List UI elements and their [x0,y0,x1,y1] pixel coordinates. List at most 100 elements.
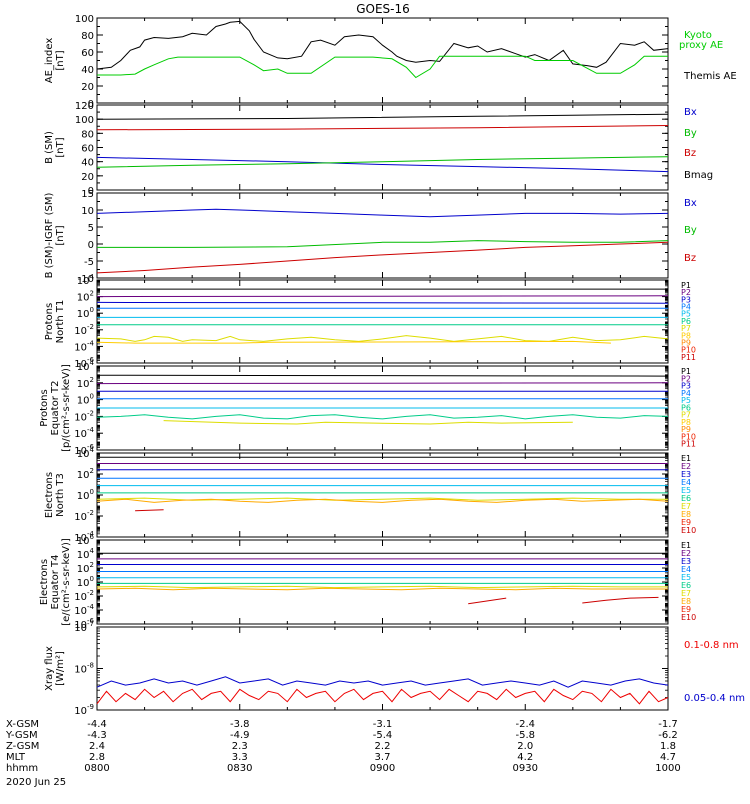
y-tick-label: 10-8 [74,662,94,676]
y-tick-label: 80 [81,129,94,140]
series-e9 [135,509,164,512]
ephemeris-row-label: hhmm [6,763,38,774]
y-axis-label: B (SM)-IGRF (SM) [44,193,55,279]
legend-entry: P11 [681,440,696,449]
legend-entry: E3 [681,557,691,566]
legend-entry: P9 [681,338,691,347]
y-tick-label: 100 [75,14,94,25]
y-axis-label: AE_index [44,38,55,84]
chart-title: GOES-16 [356,2,410,16]
legend-entry: P3 [681,295,691,304]
y-axis-label: Equator T4 [50,555,61,610]
ephemeris-row-label: Y-GSM [5,730,38,741]
x-tick-label: 0900 [370,763,395,774]
y-tick-label: 20 [81,172,94,183]
panel-frame [96,539,669,625]
legend-entry: E7 [681,502,691,511]
y-tick-label: 10-6 [74,356,94,370]
panel-et3: 10-4 10-2 100 102 104 Electrons North T3 E1E2E3… [44,446,696,544]
legend-entry: P1 [681,367,691,376]
legend-entry: E10 [681,613,696,622]
legend-entry: P5 [681,310,691,319]
y-tick-label: -5 [84,257,94,268]
y-axis-label: Electrons [44,472,55,518]
series-e8 [96,587,668,591]
series-by [97,240,669,248]
series-e9 [468,597,507,605]
legend-entry: P2 [681,288,691,297]
y-axis-label: Xray flux [44,646,55,691]
panel-frame [96,626,669,711]
series-p1 [96,374,669,377]
series-bmag [96,113,669,120]
y-axis-label: [e/(cm²-s-sr-keV)] [61,538,72,626]
date-label: 2020 Jun 25 [6,777,66,788]
y-tick-label: 102 [77,561,94,575]
y-tick-label: 60 [81,144,94,155]
panel-bsm: 0 20 40 60 80 100 120 B (SM) [nT] Bx By Bz Bmag [44,101,713,197]
ephemeris-value: -4.4 [87,719,107,730]
ephemeris-value: 4.2 [517,752,533,763]
ephemeris-row-label: X-GSM [6,719,39,730]
series-0-05-0-4-nm [96,676,669,688]
legend-entry: P9 [681,425,691,434]
y-tick-label: 20 [81,82,94,93]
series-e7 [96,585,668,589]
x-tick-label: 0830 [227,763,252,774]
series-kyoto-proxy-ae [97,55,668,79]
legend-entry: E1 [681,541,691,550]
ephemeris-value: 2.2 [375,741,391,752]
legend-entry: E4 [681,478,691,487]
legend-entry: E1 [681,454,691,463]
ephemeris-value: -3.8 [230,719,250,730]
series-bz [96,125,669,131]
legend-entry: Kyoto [684,30,712,41]
legend-entry: E6 [681,581,691,590]
legend-entry: By [684,225,697,236]
ephemeris-value: 3.7 [375,752,391,763]
y-tick-label: 10-6 [74,617,94,631]
ephemeris-value: -2.4 [515,719,535,730]
legend-entry: P5 [681,396,691,405]
ephemeris-value: 3.3 [232,752,248,763]
y-tick-label: 10 [81,206,94,217]
ephemeris-value: 2.8 [89,752,105,763]
panel-pt2: 10-6 10-4 10-2 100 102 104 Protons Equator T2 [p… [39,359,696,457]
ephemeris-value: -1.7 [658,719,678,730]
ephemeris-value: 2.3 [232,741,248,752]
legend-entry: P10 [681,432,696,441]
ephemeris-value: -5.8 [515,730,535,741]
y-tick-label: 100 [77,575,94,589]
series-p6 [96,414,669,420]
legend-entry: E7 [681,589,691,598]
y-tick-label: 120 [75,101,94,112]
ephemeris-value: 2.0 [517,741,533,752]
legend-entry: P6 [681,403,691,412]
legend-entry: By [684,128,697,139]
y-tick-label: 104 [77,547,95,561]
x-tick-label: 0800 [84,763,109,774]
series-p2 [96,382,669,385]
y-tick-label: 104 [77,273,95,287]
ephemeris-value: -4.3 [87,730,107,741]
y-tick-label: 0 [88,240,94,251]
y-tick-label: 100 [77,488,94,502]
series-p8 [96,340,611,344]
y-tick-label: 80 [81,31,94,42]
series-bx [96,156,669,173]
y-tick-label: 100 [77,306,94,320]
y-tick-label: 104 [77,446,95,460]
panel-pt1: 10-6 10-4 10-2 100 102 104 Protons North T1 P1P2… [44,273,696,370]
y-tick-label: 104 [77,359,95,373]
panel-frame [96,452,669,538]
y-tick-label: 15 [81,189,94,200]
legend-entry: Bmag [684,170,713,181]
legend-entry: Bz [684,148,696,159]
y-axis-label: [nT] [55,50,66,70]
legend-entry: E4 [681,565,691,574]
series-p2 [96,295,669,298]
legend-entry: Bz [684,253,696,264]
